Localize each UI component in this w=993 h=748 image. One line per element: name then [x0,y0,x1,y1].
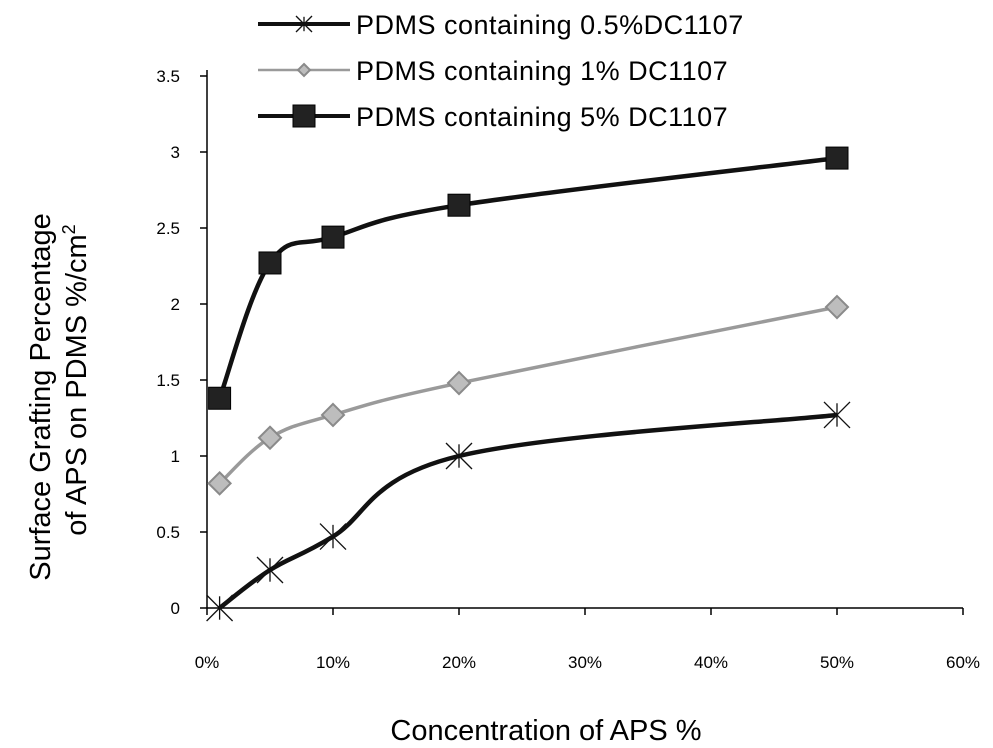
y-axis-title-line2: of APS on PDMS %/cm2 [59,224,93,535]
y-tick-label: 2.5 [156,219,180,238]
x-tick-label: 10% [316,653,350,672]
y-tick-label: 0.5 [156,523,180,542]
star-marker [206,594,234,622]
diamond-marker [824,294,850,320]
square-marker [447,193,471,217]
series-square [208,146,849,410]
diamond-marker [207,470,233,496]
legend-label: PDMS containing 1% DC1107 [356,56,728,86]
y-tick-label: 3.5 [156,67,180,86]
star-marker [256,556,284,584]
x-tick-label: 60% [946,653,980,672]
square-marker [208,386,232,410]
axes [206,70,963,609]
square-marker [292,104,316,128]
series-line [217,155,838,400]
y-axis-title-superscript: 2 [59,224,79,234]
x-tick-label: 0% [195,653,220,672]
y-tick-label: 0 [171,599,180,618]
series-star [206,401,851,622]
y-tick-label: 2 [171,295,180,314]
star-marker [823,401,851,429]
x-tick-label: 30% [568,653,602,672]
x-axis-ticks: 0% 10% 20% 30% 40% 50% 60% [195,608,980,672]
x-tick-label: 20% [442,653,476,672]
x-tick-label: 50% [820,653,854,672]
y-axis-ticks: 0 0.5 1 1.5 2 2.5 3 3.5 [156,67,207,618]
series-line [218,305,838,485]
diamond-marker [320,402,346,428]
legend-label: PDMS containing 0.5%DC1107 [356,10,744,40]
square-marker [321,225,345,249]
y-tick-label: 1 [171,447,180,466]
y-tick-label: 3 [171,143,180,162]
series-line [218,412,838,610]
star-marker [295,15,313,33]
legend: PDMS containing 0.5%DC1107 PDMS containin… [258,10,744,132]
diamond-marker [257,425,283,451]
diamond-marker [446,370,472,396]
star-marker [445,442,473,470]
x-axis-title: Concentration of APS % [390,715,701,747]
star-marker [319,523,347,551]
diamond-marker [296,62,312,78]
y-axis-title-line1: Surface Grafting Percentage [25,213,57,581]
legend-label: PDMS containing 5% DC1107 [356,102,728,132]
square-marker [258,251,282,275]
series-group [206,146,851,622]
series-diamond [207,294,850,496]
x-tick-label: 40% [694,653,728,672]
y-tick-label: 1.5 [156,371,180,390]
square-marker [825,146,849,170]
y-axis-title-line2-text: of APS on PDMS %/cm [61,234,93,535]
